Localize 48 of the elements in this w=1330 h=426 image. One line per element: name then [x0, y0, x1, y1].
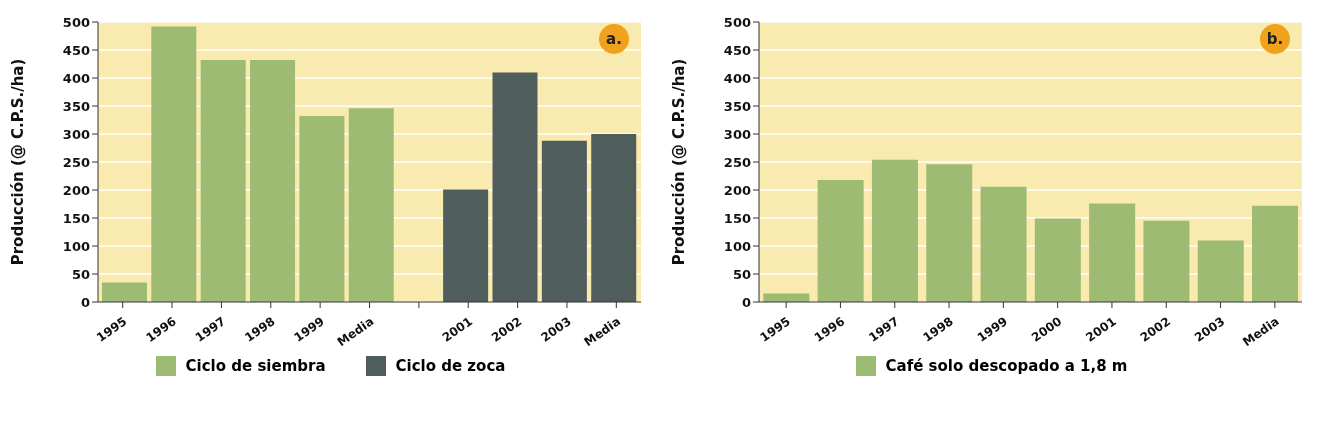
y-tick-label: 400 — [62, 70, 90, 86]
y-tick-label: 200 — [62, 182, 90, 198]
annotation: a. — [599, 24, 629, 54]
bar — [591, 134, 637, 302]
y-tick-label: 200 — [723, 182, 751, 198]
y-tick-label: 500 — [62, 14, 90, 30]
bar — [1089, 203, 1136, 302]
bar — [443, 189, 489, 302]
y-axis-title: Producción (@ C.P.S./ha) — [670, 58, 689, 266]
y-tick-label: 0 — [80, 294, 90, 310]
bar — [1197, 240, 1244, 302]
y-tick-label: 450 — [62, 42, 90, 58]
y-tick-label: 100 — [723, 238, 751, 254]
legend-label: Ciclo de siembra — [185, 357, 326, 375]
bar — [817, 179, 864, 302]
y-tick-label: 300 — [62, 126, 90, 142]
y-tick-label: 500 — [723, 14, 751, 30]
legend-label: Café solo descopado a 1,8 m — [885, 357, 1128, 375]
y-tick-label: 350 — [723, 98, 751, 114]
legend-label: Ciclo de zoca — [395, 357, 506, 375]
bar — [151, 26, 197, 302]
bar — [250, 60, 296, 302]
y-tick-label: 0 — [741, 294, 751, 310]
bar — [348, 108, 394, 302]
bar — [1143, 220, 1190, 302]
y-tick-label: 450 — [723, 42, 751, 58]
y-tick-label: 250 — [723, 154, 751, 170]
annotation: b. — [1260, 24, 1290, 54]
bar — [926, 164, 973, 302]
y-tick-label: 250 — [62, 154, 90, 170]
y-tick-label: 50 — [732, 266, 751, 282]
bar — [101, 282, 147, 302]
y-tick-label: 100 — [62, 238, 90, 254]
bar — [1252, 205, 1299, 302]
bar — [492, 72, 538, 302]
y-tick-label: 300 — [723, 126, 751, 142]
y-tick-label: 150 — [723, 210, 751, 226]
bar — [200, 60, 246, 302]
y-tick-label: 150 — [62, 210, 90, 226]
bar — [299, 116, 345, 302]
bar — [541, 140, 587, 302]
y-axis-title: Producción (@ C.P.S./ha) — [9, 58, 28, 266]
bar — [871, 159, 918, 302]
bar — [980, 186, 1027, 302]
y-tick-label: 50 — [71, 266, 90, 282]
y-tick-label: 400 — [723, 70, 751, 86]
bar — [1034, 218, 1081, 302]
y-tick-label: 350 — [62, 98, 90, 114]
